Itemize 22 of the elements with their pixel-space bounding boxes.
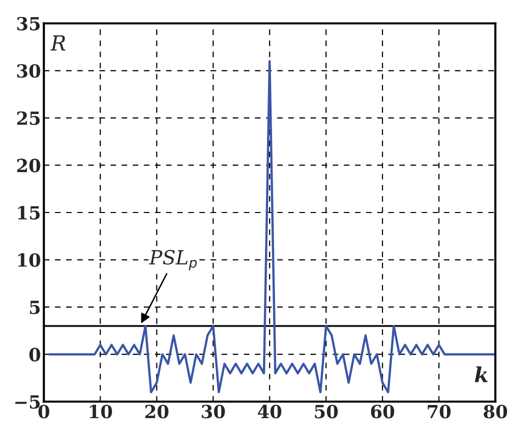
x-tick-label: 80 [484, 404, 508, 418]
y-tick-label: −5 [15, 395, 40, 409]
y-tick-label: 25 [17, 111, 40, 126]
x-tick-label: 60 [371, 404, 394, 418]
x-tick-label: 30 [202, 404, 225, 418]
x-tick-label: 0 [38, 404, 50, 418]
y-tick-label: 20 [17, 158, 40, 172]
x-tick-label: 50 [314, 404, 338, 418]
y-tick-label: 10 [18, 253, 40, 267]
y-axis-title: R [50, 35, 66, 51]
y-tick-label: 15 [18, 206, 40, 220]
x-tick-label: 70 [428, 404, 451, 418]
x-tick-label: 40 [258, 404, 282, 418]
y-tick-label: 30 [17, 64, 40, 78]
x-tick-label: 20 [145, 404, 168, 418]
annotation: PSL$_{p}$ [148, 250, 197, 270]
y-tick-label: 35 [17, 16, 40, 30]
line-series [48, 60, 496, 394]
x-axis-title: k [474, 366, 488, 382]
y-tick-label: 0 [29, 348, 40, 362]
y-tick-label: 5 [30, 300, 40, 314]
x-tick-label: 10 [90, 404, 112, 418]
